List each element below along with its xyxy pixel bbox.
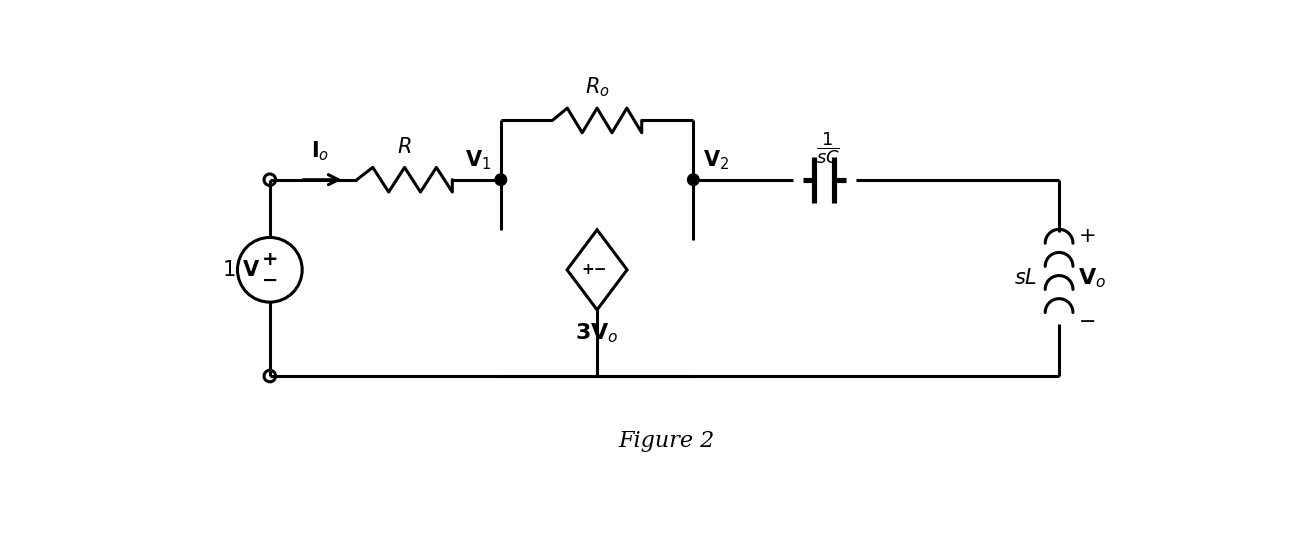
Text: $\mathbf{V}_1$: $\mathbf{V}_1$: [466, 148, 492, 172]
Text: $-$: $-$: [1077, 310, 1095, 330]
Text: +−: +−: [582, 262, 606, 277]
Text: $\mathbf{3V}_o$: $\mathbf{3V}_o$: [575, 322, 619, 345]
Text: $\mathbf{V}_o$: $\mathbf{V}_o$: [1077, 266, 1106, 289]
Text: $\dfrac{1}{sC}$: $\dfrac{1}{sC}$: [816, 130, 840, 166]
Text: Figure 2: Figure 2: [618, 431, 714, 453]
Text: −: −: [262, 271, 278, 290]
Circle shape: [496, 174, 506, 186]
Text: $sL$: $sL$: [1015, 268, 1037, 288]
Text: +: +: [262, 249, 278, 269]
Text: $R$: $R$: [397, 136, 412, 157]
Text: $1\ \mathbf{V}$: $1\ \mathbf{V}$: [222, 260, 260, 280]
Circle shape: [687, 174, 699, 186]
Text: $\mathbf{I}_o$: $\mathbf{I}_o$: [311, 139, 329, 163]
Text: $\mathbf{V}_2$: $\mathbf{V}_2$: [703, 148, 729, 172]
Text: $R_o$: $R_o$: [584, 75, 609, 99]
Text: $+$: $+$: [1077, 226, 1095, 246]
